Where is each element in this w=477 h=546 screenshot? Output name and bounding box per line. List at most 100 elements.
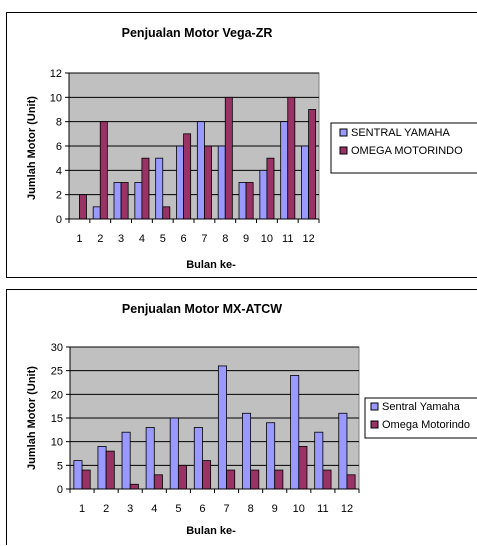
legend: Sentral Yamaha Omega Motorindo xyxy=(364,397,477,439)
y-tick-label: 5 xyxy=(57,460,63,472)
y-tick-label: 10 xyxy=(51,437,63,449)
x-tick-label: 1 xyxy=(79,503,85,515)
bar-sentral-7 xyxy=(196,121,205,220)
x-tick-label: 12 xyxy=(302,233,314,245)
legend-box xyxy=(330,122,477,174)
bar-omega-11 xyxy=(322,469,332,490)
bar-sentral-4 xyxy=(134,182,143,220)
bar-sentral-5 xyxy=(169,417,179,490)
x-tick-label: 5 xyxy=(160,233,166,245)
x-tick-label: 2 xyxy=(103,503,109,515)
bar-omega-9 xyxy=(274,469,284,490)
vega-chart-svg: Penjualan Motor Vega-ZR Jumlah Motor (Un… xyxy=(26,26,477,271)
bar-omega-6 xyxy=(183,133,192,220)
x-tick-label: 3 xyxy=(118,233,124,245)
bar-omega-2 xyxy=(105,450,115,490)
bar-omega-6 xyxy=(202,460,212,490)
chart-panel-mx: Penjualan Motor MX-ATCW Jumlah Motor (Un… xyxy=(6,289,477,545)
bar-sentral-11 xyxy=(280,121,289,220)
y-axis-title: Jumlah Motor (Unit) xyxy=(26,96,38,200)
y-tick-label: 8 xyxy=(56,117,62,129)
bar-sentral-9 xyxy=(238,182,247,220)
bar-omega-4 xyxy=(141,157,150,220)
y-tick-label: 0 xyxy=(57,484,63,496)
bar-omega-3 xyxy=(120,182,129,220)
chart-panel-vega: Penjualan Motor Vega-ZR Jumlah Motor (Un… xyxy=(6,12,477,278)
bar-sentral-10 xyxy=(290,375,300,490)
legend-swatch-omega xyxy=(370,420,379,429)
bar-sentral-6 xyxy=(176,145,184,220)
x-tick-label: 11 xyxy=(317,503,328,515)
x-tick-label: 3 xyxy=(127,503,133,515)
y-tick-label: 2 xyxy=(56,190,62,202)
x-tick-label: 1 xyxy=(76,233,82,245)
y-tick-label: 6 xyxy=(56,141,62,153)
x-tick-label: 8 xyxy=(222,233,228,245)
chart-title: Penjualan Motor MX-ATCW xyxy=(122,302,282,316)
bar-sentral-7 xyxy=(217,365,227,490)
x-tick-label: 4 xyxy=(151,503,157,515)
bar-omega-1 xyxy=(79,194,87,220)
legend-swatch-sentral xyxy=(370,402,379,411)
bar-omega-12 xyxy=(308,109,317,220)
bar-sentral-3 xyxy=(121,431,131,490)
bar-omega-10 xyxy=(266,157,275,220)
bar-sentral-1 xyxy=(73,460,83,490)
legend-label-omega: Omega Motorindo xyxy=(382,419,470,431)
y-tick-label: 25 xyxy=(51,366,63,378)
legend-swatch-sentral xyxy=(339,128,348,137)
bar-sentral-12 xyxy=(338,412,348,490)
bar-omega-5 xyxy=(177,464,187,490)
bar-sentral-8 xyxy=(217,145,226,220)
bar-omega-5 xyxy=(162,206,171,220)
mx-chart-svg: Penjualan Motor MX-ATCW Jumlah Motor (Un… xyxy=(26,302,477,537)
legend-label-omega: OMEGA MOTORINDO xyxy=(351,145,463,157)
y-tick-label: 12 xyxy=(50,68,62,80)
bar-omega-2 xyxy=(99,121,108,220)
x-tick-label: 6 xyxy=(199,503,205,515)
x-tick-label: 10 xyxy=(261,233,273,245)
bar-omega-8 xyxy=(250,469,260,490)
bar-omega-7 xyxy=(226,469,236,490)
bar-sentral-12 xyxy=(301,145,309,220)
bar-sentral-9 xyxy=(266,422,276,490)
y-axis-title: Jumlah Motor (Unit) xyxy=(26,366,38,470)
bar-sentral-4 xyxy=(145,427,155,490)
legend-label-sentral: Sentral Yamaha xyxy=(382,401,461,413)
x-tick-label: 7 xyxy=(223,503,229,515)
bar-sentral-11 xyxy=(314,431,324,490)
bar-omega-7 xyxy=(204,145,212,220)
legend-label-sentral: SENTRAL YAMAHA xyxy=(351,127,450,139)
x-tick-label: 12 xyxy=(341,503,353,515)
bar-omega-3 xyxy=(129,483,139,490)
x-axis-title: Bulan ke- xyxy=(186,525,236,537)
bar-sentral-6 xyxy=(193,427,203,490)
bar-sentral-2 xyxy=(97,445,107,490)
x-tick-label: 6 xyxy=(181,233,187,245)
bar-sentral-2 xyxy=(92,206,101,220)
bar-omega-1 xyxy=(81,469,91,490)
x-tick-label: 7 xyxy=(201,233,207,245)
x-tick-label: 9 xyxy=(272,503,278,515)
x-tick-label: 5 xyxy=(175,503,181,515)
bar-sentral-5 xyxy=(155,157,164,220)
bar-omega-8 xyxy=(224,96,233,220)
legend: SENTRAL YAMAHA OMEGA MOTORINDO xyxy=(330,122,477,174)
y-tick-label: 0 xyxy=(56,214,62,226)
y-tick-label: 4 xyxy=(56,165,62,177)
x-tick-label: 11 xyxy=(282,233,293,245)
y-tick-label: 20 xyxy=(51,389,63,401)
bar-sentral-8 xyxy=(242,412,252,490)
x-tick-label: 4 xyxy=(139,233,145,245)
x-axis-title: Bulan ke- xyxy=(186,259,236,271)
x-tick-label: 2 xyxy=(97,233,103,245)
y-tick-label: 10 xyxy=(50,92,62,104)
y-tick-label: 30 xyxy=(51,342,63,354)
bar-omega-11 xyxy=(287,96,296,220)
bar-sentral-3 xyxy=(113,182,122,220)
bar-omega-9 xyxy=(245,182,254,220)
bar-omega-12 xyxy=(346,474,356,490)
x-tick-label: 10 xyxy=(293,503,305,515)
